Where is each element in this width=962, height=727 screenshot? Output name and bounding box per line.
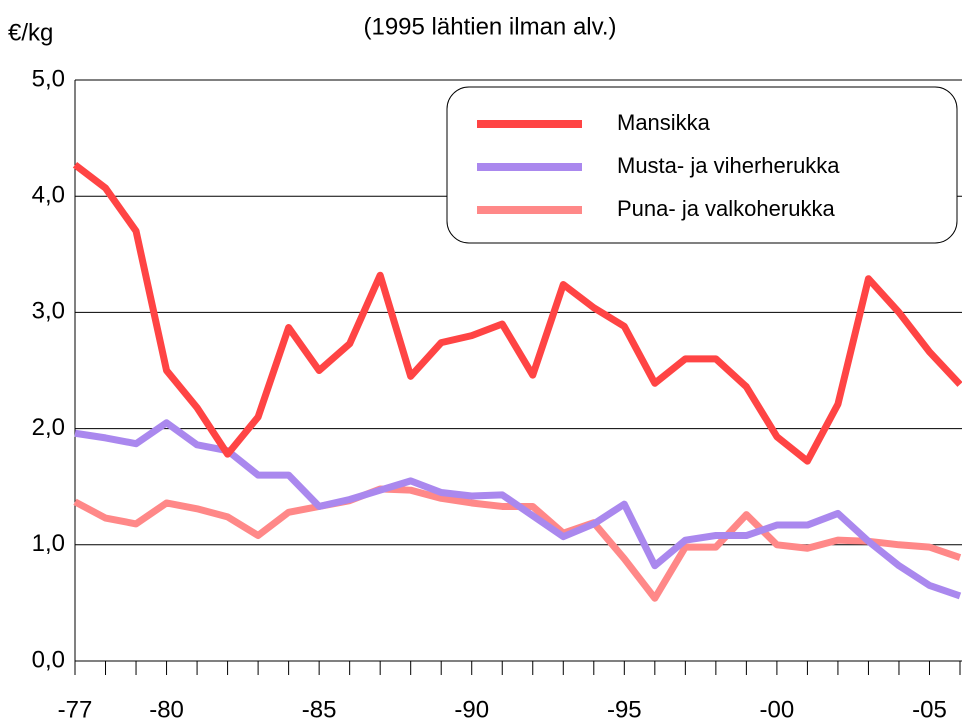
x-tick-label: -85 <box>302 696 337 723</box>
legend-label: Musta- ja viherherukka <box>617 153 840 178</box>
y-tick-label: 1,0 <box>32 530 65 557</box>
y-tick-label: 4,0 <box>32 182 65 209</box>
y-tick-label: 5,0 <box>32 65 65 92</box>
y-axis-label: €/kg <box>8 19 53 46</box>
x-tick-label: -90 <box>454 696 489 723</box>
x-tick-label: -77 <box>58 696 93 723</box>
legend-label: Mansikka <box>617 110 711 135</box>
chart-subtitle: (1995 lähtien ilman alv.) <box>363 13 616 40</box>
x-tick-label: -95 <box>607 696 642 723</box>
y-tick-label: 3,0 <box>32 298 65 325</box>
y-tick-label: 0,0 <box>32 646 65 673</box>
x-tick-label: -00 <box>760 696 795 723</box>
legend: Mansikka Musta- ja viherherukka Puna- ja v… <box>446 86 958 244</box>
legend-label: Puna- ja valkoherukka <box>617 196 835 221</box>
x-tick-label: -80 <box>149 696 184 723</box>
x-tick-label: -05 <box>912 696 947 723</box>
series-line <box>72 162 962 465</box>
y-tick-label: 2,0 <box>32 414 65 441</box>
